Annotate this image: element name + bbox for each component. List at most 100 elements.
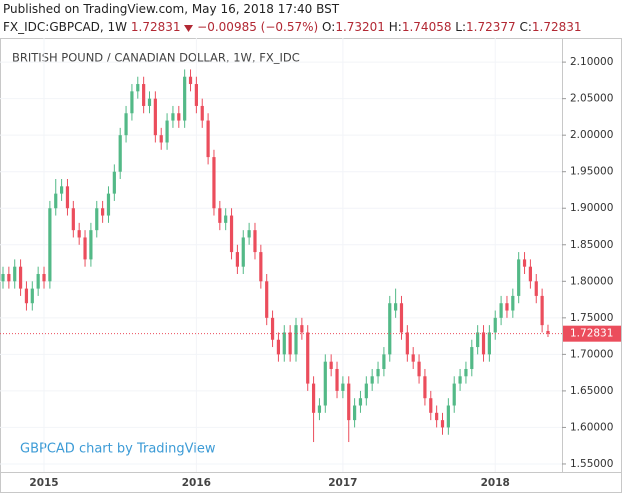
- candle-body: [540, 295, 544, 326]
- candle-body: [83, 237, 87, 260]
- candle-body: [24, 288, 29, 304]
- quote-line: FX_IDC:GBPCAD, 1W 1.72831 −0.00985 (−0.5…: [3, 18, 582, 36]
- candle-body: [235, 252, 239, 267]
- candle-body: [130, 91, 134, 114]
- candle-body: [194, 84, 198, 106]
- candle-body: [347, 383, 351, 421]
- candle-body: [42, 273, 46, 282]
- candle-body: [376, 368, 380, 377]
- y-tick-label: 1.70000: [570, 348, 613, 360]
- candle-body: [517, 259, 521, 296]
- candle-body: [183, 76, 187, 121]
- x-tick-label: 2016: [182, 477, 211, 489]
- y-tick-label: 2.05000: [570, 93, 613, 105]
- last-price: 1.72831: [130, 20, 181, 34]
- candle-body: [60, 186, 64, 194]
- candle-body: [300, 325, 304, 333]
- candle-body: [224, 215, 228, 223]
- candle-body: [370, 376, 374, 384]
- candle-body: [522, 259, 527, 267]
- candle-body: [288, 332, 292, 355]
- candle-body: [54, 193, 58, 209]
- candle-body: [77, 230, 81, 238]
- chart-title: BRITISH POUND / CANADIAN DOLLAR, 1W, FX_…: [12, 51, 300, 65]
- candle-body: [317, 405, 322, 413]
- down-arrow: [184, 24, 194, 32]
- watermark: GBPCAD chart by TradingView: [20, 442, 216, 457]
- candle-body: [358, 398, 363, 406]
- candle-body: [270, 317, 275, 340]
- header: Published on TradingView.com, May 16, 20…: [3, 0, 582, 36]
- candle-body: [446, 405, 450, 428]
- candle-body: [106, 193, 111, 216]
- h-label: H:: [388, 20, 402, 34]
- grid: [0, 38, 562, 472]
- candle-body: [546, 330, 550, 334]
- y-tick-label: 2.00000: [570, 129, 613, 141]
- candle-body: [229, 215, 234, 253]
- y-tick-label: 1.55000: [570, 458, 613, 470]
- candle-body: [241, 237, 245, 267]
- y-tick-label: 1.75000: [570, 312, 613, 324]
- candle-body: [36, 273, 40, 289]
- candle-body: [142, 84, 146, 106]
- x-tick-label: 2018: [481, 477, 510, 489]
- candle-body: [306, 332, 310, 384]
- candle-body: [218, 208, 222, 223]
- candle-body: [282, 332, 286, 355]
- candle-body: [423, 376, 427, 399]
- candle-body: [95, 208, 99, 231]
- candle-body: [364, 383, 368, 399]
- candle-body: [411, 354, 415, 362]
- candle-body: [276, 339, 281, 355]
- candle-body: [153, 98, 157, 136]
- x-tick-label: 2015: [29, 477, 58, 489]
- candle-body: [394, 303, 398, 311]
- candle-body: [294, 325, 298, 355]
- candle-body: [171, 113, 175, 121]
- last-price-label: 1.72831: [570, 328, 613, 340]
- high: 1.74058: [401, 20, 452, 34]
- candle-body: [511, 295, 515, 311]
- candle-body: [429, 398, 433, 413]
- change: −0.00985 (−0.57%): [197, 20, 319, 34]
- candle-body: [177, 113, 181, 121]
- l-label: L:: [455, 20, 467, 34]
- candle-body: [329, 361, 333, 369]
- candle-body: [487, 332, 491, 355]
- candle-body: [89, 230, 93, 260]
- candle-body: [7, 273, 11, 282]
- candle-body: [464, 368, 468, 377]
- candle-body: [493, 317, 497, 333]
- y-tick-label: 2.10000: [570, 56, 613, 68]
- candle-body: [48, 208, 52, 282]
- candle-body: [405, 332, 409, 355]
- c-label: C:: [519, 20, 532, 34]
- o-label: O:: [322, 20, 336, 34]
- symbol: FX_IDC:GBPCAD, 1W: [3, 20, 128, 34]
- low: 1.72377: [466, 20, 516, 34]
- candle-body: [341, 383, 345, 391]
- y-tick-label: 1.60000: [570, 421, 613, 433]
- candle-body: [206, 120, 210, 158]
- candle-body: [476, 332, 480, 348]
- candle-body: [417, 361, 421, 377]
- close: 1.72831: [531, 20, 582, 34]
- candle-body: [259, 252, 263, 282]
- candle-body: [353, 405, 357, 421]
- candle-body: [71, 208, 75, 231]
- candle-body: [452, 383, 456, 406]
- chart: BRITISH POUND / CANADIAN DOLLAR, 1W, FX_…: [0, 38, 622, 493]
- candle-body: [124, 113, 128, 136]
- candle-body: [65, 186, 70, 209]
- candle-body: [147, 98, 152, 106]
- candle-body: [212, 157, 216, 209]
- candle-body: [13, 266, 17, 282]
- candle-body: [335, 368, 339, 391]
- frame: [0, 38, 622, 493]
- candle-body: [200, 105, 204, 121]
- candle-body: [165, 120, 169, 143]
- y-tick-label: 1.95000: [570, 166, 613, 178]
- candle-body: [481, 332, 486, 355]
- candle-body: [399, 303, 404, 333]
